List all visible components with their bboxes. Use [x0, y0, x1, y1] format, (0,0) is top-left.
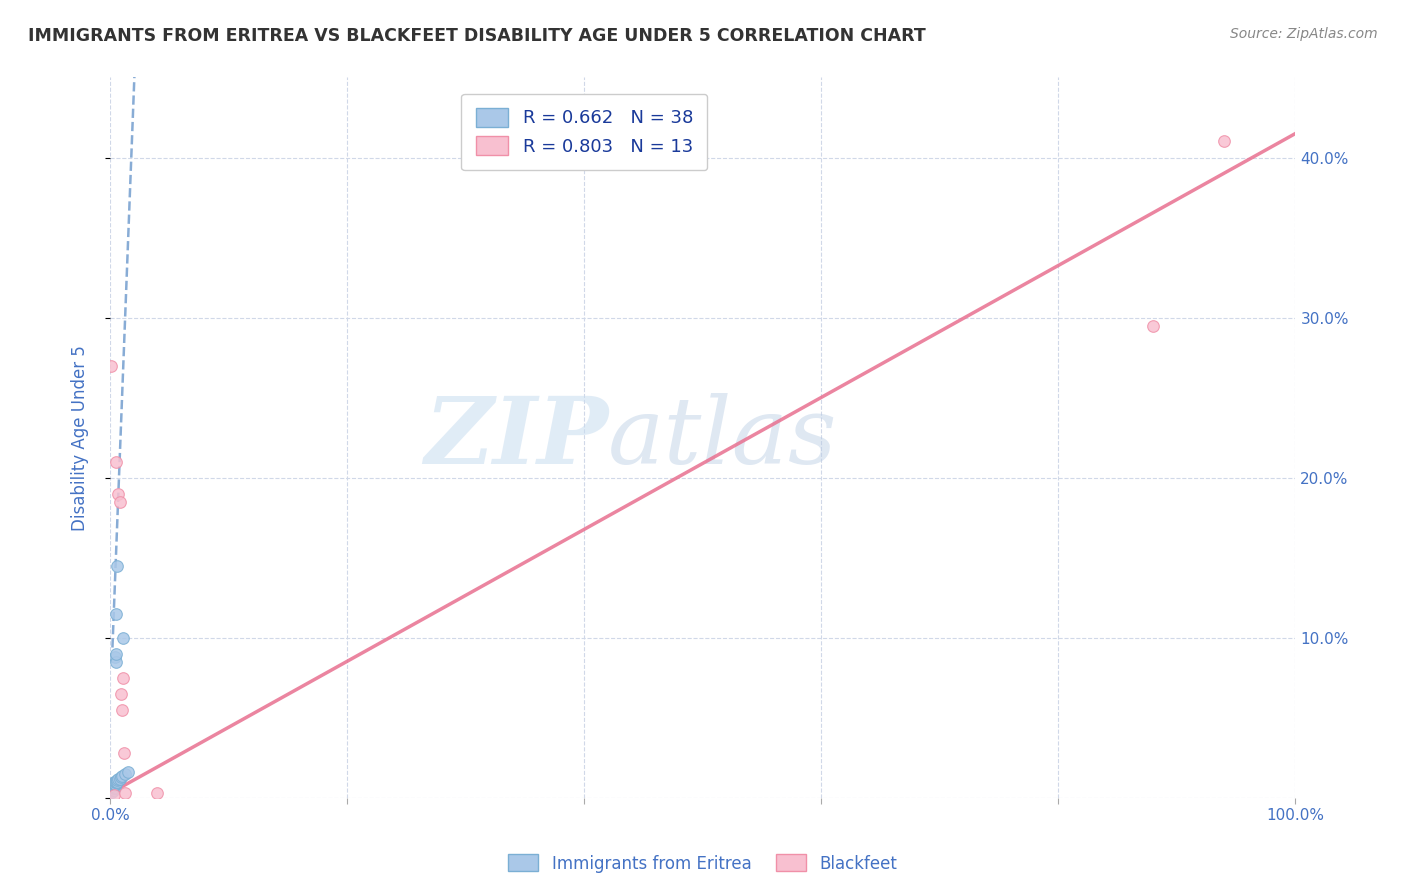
Point — [100, 783, 122, 797]
Text: IMMIGRANTS FROM ERITREA VS BLACKFEET DISABILITY AGE UNDER 5 CORRELATION CHART: IMMIGRANTS FROM ERITREA VS BLACKFEET DIS… — [28, 27, 927, 45]
Point — [105, 647, 128, 661]
Point — [104, 777, 127, 791]
Point — [103, 775, 125, 789]
Point — [107, 487, 129, 501]
Point — [108, 495, 131, 509]
Point — [101, 778, 124, 792]
Legend: R = 0.662   N = 38, R = 0.803   N = 13: R = 0.662 N = 38, R = 0.803 N = 13 — [461, 94, 707, 170]
Point — [104, 650, 127, 665]
Point — [105, 558, 128, 573]
Point — [112, 631, 135, 645]
Point — [110, 770, 132, 784]
Point — [112, 746, 135, 760]
Point — [100, 359, 122, 373]
Point — [103, 778, 125, 792]
Point — [105, 775, 128, 789]
Point — [104, 775, 127, 789]
Point — [101, 780, 124, 794]
Point — [105, 775, 128, 789]
Point — [108, 772, 131, 786]
Point — [105, 773, 128, 788]
Point — [103, 780, 125, 794]
Point — [146, 786, 169, 800]
Point — [103, 777, 125, 791]
Point — [105, 655, 128, 669]
Point — [103, 783, 125, 797]
Point — [103, 781, 125, 796]
Point — [101, 781, 124, 796]
Point — [110, 687, 132, 701]
Point — [101, 783, 124, 797]
Point — [114, 767, 136, 781]
Point — [114, 786, 136, 800]
Point — [104, 777, 127, 791]
Point — [107, 772, 129, 786]
Point — [103, 778, 125, 792]
Text: ZIP: ZIP — [423, 392, 607, 483]
Point — [100, 785, 122, 799]
Point — [112, 671, 135, 685]
Point — [101, 785, 124, 799]
Point — [103, 788, 125, 802]
Point — [103, 781, 125, 796]
Point — [111, 769, 134, 783]
Y-axis label: Disability Age Under 5: Disability Age Under 5 — [72, 345, 89, 531]
Text: atlas: atlas — [607, 392, 838, 483]
Point — [1142, 318, 1164, 333]
Point — [105, 607, 128, 621]
Point — [104, 778, 127, 792]
Point — [105, 455, 128, 469]
Point — [104, 781, 127, 796]
Point — [103, 780, 125, 794]
Text: Source: ZipAtlas.com: Source: ZipAtlas.com — [1230, 27, 1378, 41]
Point — [100, 781, 122, 796]
Legend: Immigrants from Eritrea, Blackfeet: Immigrants from Eritrea, Blackfeet — [502, 847, 904, 880]
Point — [104, 780, 127, 794]
Point — [111, 703, 134, 717]
Point — [1213, 135, 1236, 149]
Point — [117, 765, 139, 780]
